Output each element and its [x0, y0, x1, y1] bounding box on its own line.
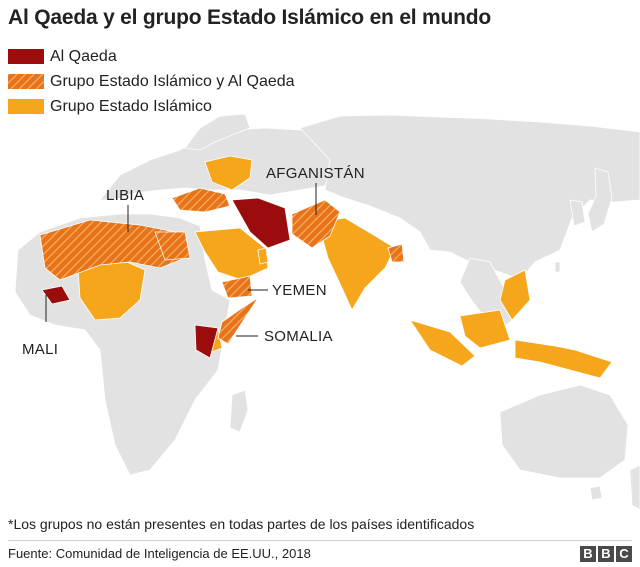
- al-qaeda-regions: [41, 197, 291, 359]
- land-madagascar: [229, 389, 249, 433]
- region-philippines: [499, 269, 531, 321]
- region-india: [317, 217, 396, 311]
- land-africa: [14, 213, 231, 476]
- legend-label-islamic-state: Grupo Estado Islámico: [50, 97, 212, 115]
- region-borneo-sulawesi: [459, 309, 511, 349]
- legend-swatch-islamic-state: [8, 99, 44, 114]
- swatch-fill-al-qaeda: [8, 49, 44, 64]
- source-credit: Fuente: Comunidad de Inteligencia de EE.…: [8, 546, 311, 561]
- land-scandinavia: [184, 113, 251, 151]
- label-yemen: YEMEN: [272, 282, 327, 299]
- region-afghanistan-pakistan: [291, 199, 341, 249]
- legend-item-both: Grupo Estado Islámico y Al Qaeda: [8, 69, 295, 94]
- land-russia-asia: [299, 114, 640, 281]
- map-svg: LIBIA AFGANISTÁN YEMEN SOMALIA MALI: [14, 113, 640, 511]
- label-libia: LIBIA: [106, 187, 144, 204]
- region-burkina-faso: [41, 285, 71, 305]
- label-pointers: [45, 183, 317, 337]
- legend: Al Qaeda Grupo Estado Islámico y Al Qaed…: [8, 44, 295, 119]
- label-mali: MALI: [22, 341, 58, 358]
- footer-divider: [8, 540, 632, 541]
- legend-swatch-both: [8, 74, 44, 89]
- islamic-state-regions: [77, 155, 613, 379]
- legend-item-islamic-state: Grupo Estado Islámico: [8, 94, 295, 119]
- region-indonesia-west: [409, 319, 476, 367]
- region-egypt: [154, 231, 191, 261]
- region-iran: [231, 197, 291, 249]
- region-bangladesh: [387, 243, 405, 263]
- region-indonesia-east: [514, 339, 613, 379]
- land-new-zealand: [629, 464, 640, 511]
- region-somalia: [217, 297, 259, 345]
- region-north-africa-libya: [39, 219, 186, 281]
- both-groups-regions: [39, 187, 405, 345]
- label-afganistan: AFGANISTÁN: [266, 165, 365, 182]
- region-kenya: [194, 324, 219, 359]
- map-title: Al Qaeda y el grupo Estado Islámico en e…: [8, 6, 492, 29]
- land-australia: [499, 384, 629, 479]
- bbc-logo-letter-3: C: [616, 546, 632, 562]
- region-saudi-arabia: [194, 227, 269, 281]
- bbc-logo: B B C: [580, 546, 632, 562]
- region-ukraine-russia: [204, 155, 253, 191]
- land-base: [14, 113, 640, 511]
- footnote: *Los grupos no están presentes en todas …: [8, 516, 475, 532]
- legend-label-al-qaeda: Al Qaeda: [50, 47, 117, 65]
- world-map: LIBIA AFGANISTÁN YEMEN SOMALIA MALI: [0, 113, 640, 513]
- legend-item-al-qaeda: Al Qaeda: [8, 44, 295, 69]
- label-somalia: SOMALIA: [264, 328, 333, 345]
- bbc-logo-letter-2: B: [598, 546, 614, 562]
- bbc-logo-letter-1: B: [580, 546, 596, 562]
- region-yemen: [221, 275, 253, 299]
- region-turkey-syria: [171, 187, 231, 213]
- land-taiwan: [554, 261, 561, 273]
- legend-swatch-al-qaeda: [8, 49, 44, 64]
- swatch-fill-islamic-state: [8, 99, 44, 114]
- land-japan: [587, 167, 613, 233]
- region-gulf: [257, 247, 269, 265]
- land-korea: [569, 199, 586, 227]
- legend-label-both: Grupo Estado Islámico y Al Qaeda: [50, 72, 295, 90]
- land-tasmania: [589, 485, 603, 501]
- swatch-fill-both: [8, 74, 44, 89]
